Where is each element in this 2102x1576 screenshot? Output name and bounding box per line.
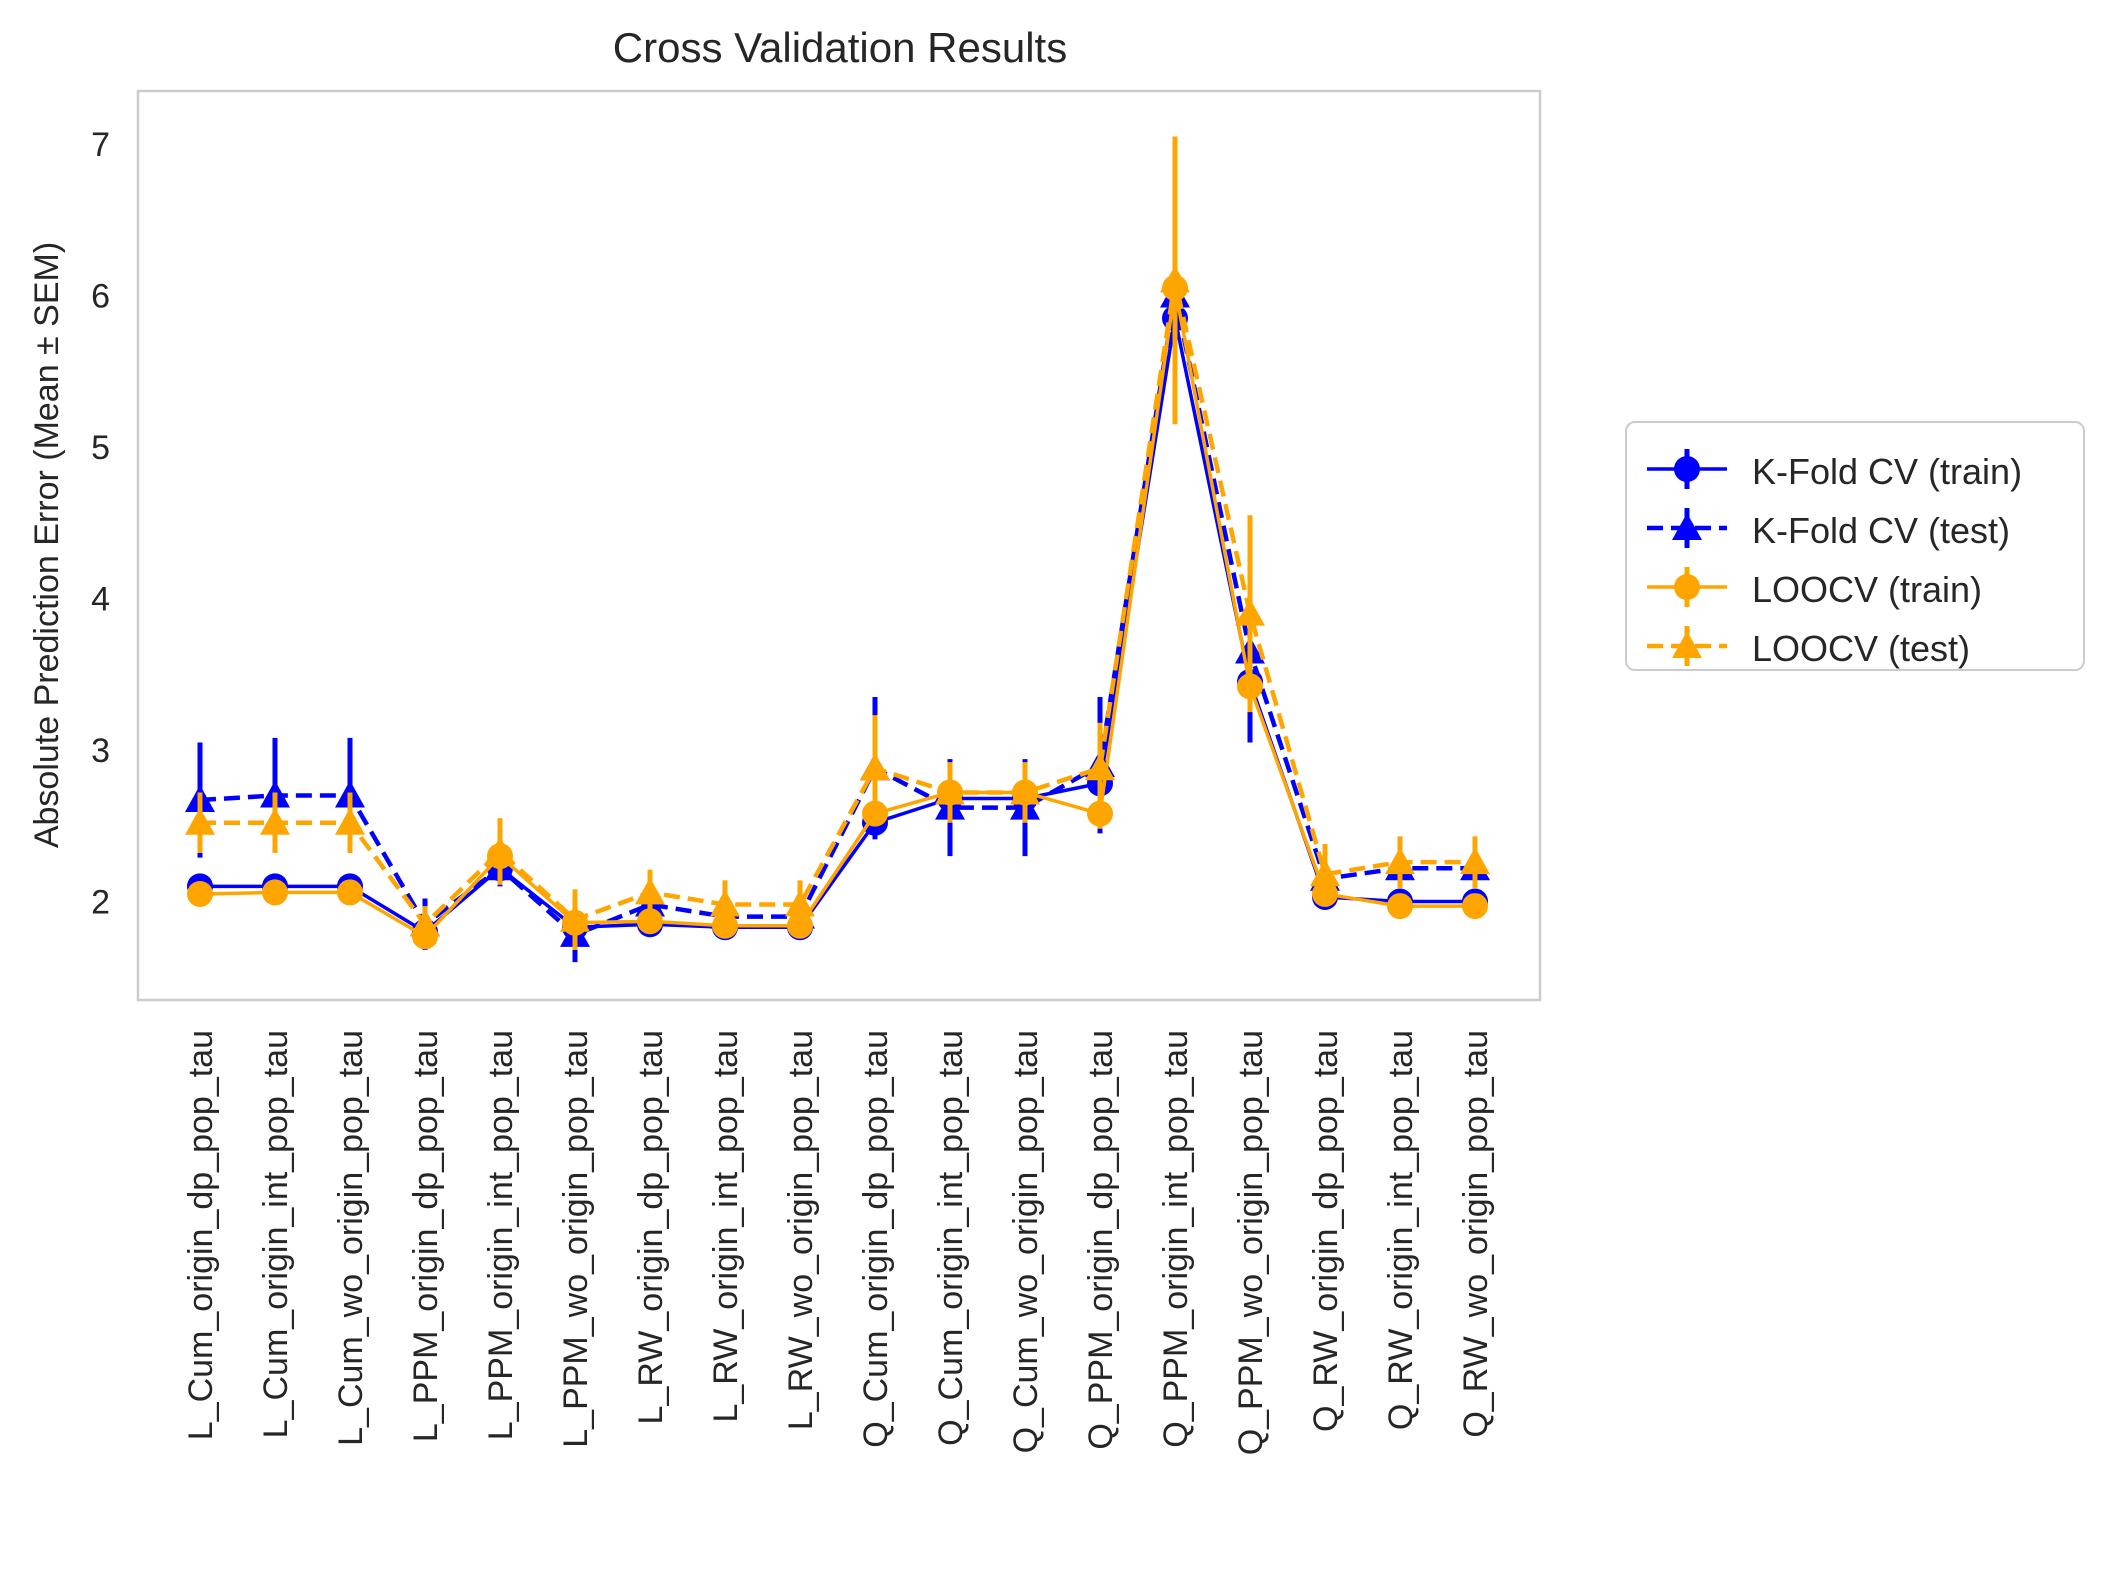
data-point <box>637 908 663 935</box>
data-point <box>185 807 215 835</box>
series-0 <box>187 303 1488 945</box>
data-point <box>1460 847 1490 875</box>
x-tick-label: Q_PPM_wo_origin_pop_tau <box>1232 1030 1270 1455</box>
legend-item: LOOCV (test) <box>1627 616 2083 676</box>
series-line <box>199 293 1475 938</box>
x-tick-label: L_Cum_origin_dp_pop_tau <box>182 1030 220 1440</box>
x-axis: L_Cum_origin_dp_pop_tau L_Cum_origin_int_… <box>182 1030 1495 1455</box>
y-tick-label: 2 <box>91 884 110 922</box>
x-tick-label: L_PPM_wo_origin_pop_tau <box>557 1030 595 1448</box>
y-tick-label: 5 <box>91 429 110 467</box>
legend-item: K-Fold CV (test) <box>1627 498 2083 558</box>
x-tick-label: Q_Cum_wo_origin_pop_tau <box>1007 1030 1045 1453</box>
x-tick-label: L_RW_wo_origin_pop_tau <box>782 1030 820 1430</box>
legend-swatch <box>1647 626 1727 666</box>
x-tick-label: L_RW_origin_int_pop_tau <box>707 1030 745 1423</box>
y-axis-label: Absolute Prediction Error (Mean ± SEM) <box>28 242 66 848</box>
y-tick-label: 6 <box>91 278 110 316</box>
legend-label: K-Fold CV (test) <box>1752 510 2011 551</box>
y-tick-label: 4 <box>91 581 110 619</box>
legend-swatch <box>1647 508 1727 548</box>
series-layer <box>185 136 1490 963</box>
x-tick-label: L_Cum_wo_origin_pop_tau <box>332 1030 370 1446</box>
x-tick-label: L_PPM_origin_dp_pop_tau <box>407 1030 445 1442</box>
data-point <box>335 807 365 835</box>
series-line <box>200 316 1475 934</box>
data-point <box>1085 753 1115 781</box>
series-line <box>200 278 1475 927</box>
x-tick-label: Q_RW_origin_dp_pop_tau <box>1307 1030 1345 1432</box>
legend-item: LOOCV (train) <box>1627 557 2083 617</box>
legend-item: K-Fold CV (train) <box>1627 439 2083 499</box>
data-point <box>337 879 363 906</box>
legend: K-Fold CV (train) K-Fold CV (test) LOOCV (… <box>1625 421 2085 671</box>
data-point <box>260 807 290 835</box>
data-point <box>1385 847 1415 875</box>
data-point <box>635 877 665 905</box>
legend-swatch <box>1647 449 1727 489</box>
series-1 <box>185 204 1490 963</box>
data-point <box>262 879 288 906</box>
y-tick-label: 7 <box>91 126 110 164</box>
x-tick-label: Q_PPM_origin_dp_pop_tau <box>1082 1030 1120 1450</box>
data-point <box>1235 598 1265 626</box>
data-point <box>410 909 440 937</box>
data-point <box>710 889 740 917</box>
y-axis: 2 3 4 5 6 7 <box>91 126 110 922</box>
data-point <box>1310 859 1340 887</box>
data-point <box>485 836 515 864</box>
x-tick-label: L_RW_origin_dp_pop_tau <box>632 1030 670 1424</box>
legend-swatch <box>1647 567 1727 607</box>
data-point <box>860 753 890 781</box>
x-tick-label: Q_RW_wo_origin_pop_tau <box>1457 1030 1495 1438</box>
x-tick-label: L_Cum_origin_int_pop_tau <box>257 1030 295 1438</box>
data-point <box>1010 777 1040 805</box>
legend-marker <box>1674 456 1700 482</box>
series-3 <box>185 136 1490 951</box>
y-tick-label: 3 <box>91 732 110 770</box>
series-line <box>199 286 1475 939</box>
data-point <box>560 904 590 932</box>
x-tick-label: Q_PPM_origin_int_pop_tau <box>1157 1030 1195 1448</box>
legend-marker <box>1672 513 1702 540</box>
x-tick-label: Q_Cum_origin_int_pop_tau <box>932 1030 970 1446</box>
x-tick-label: L_PPM_origin_int_pop_tau <box>482 1030 520 1440</box>
x-tick-label: Q_Cum_origin_dp_pop_tau <box>857 1030 895 1448</box>
legend-label: K-Fold CV (train) <box>1752 451 2023 492</box>
x-tick-label: Q_RW_origin_int_pop_tau <box>1382 1030 1420 1430</box>
data-point <box>1387 893 1413 920</box>
legend-marker <box>1672 631 1702 658</box>
data-point <box>785 889 815 917</box>
legend-marker <box>1674 574 1700 600</box>
data-point <box>935 777 965 805</box>
chart-title: Cross Validation Results <box>613 24 1067 71</box>
legend-label: LOOCV (train) <box>1752 569 1983 610</box>
data-point <box>1160 265 1190 293</box>
data-point <box>187 880 213 907</box>
legend-label: LOOCV (test) <box>1752 628 1971 669</box>
data-point <box>1462 893 1488 920</box>
plot-frame <box>136 89 1542 1002</box>
